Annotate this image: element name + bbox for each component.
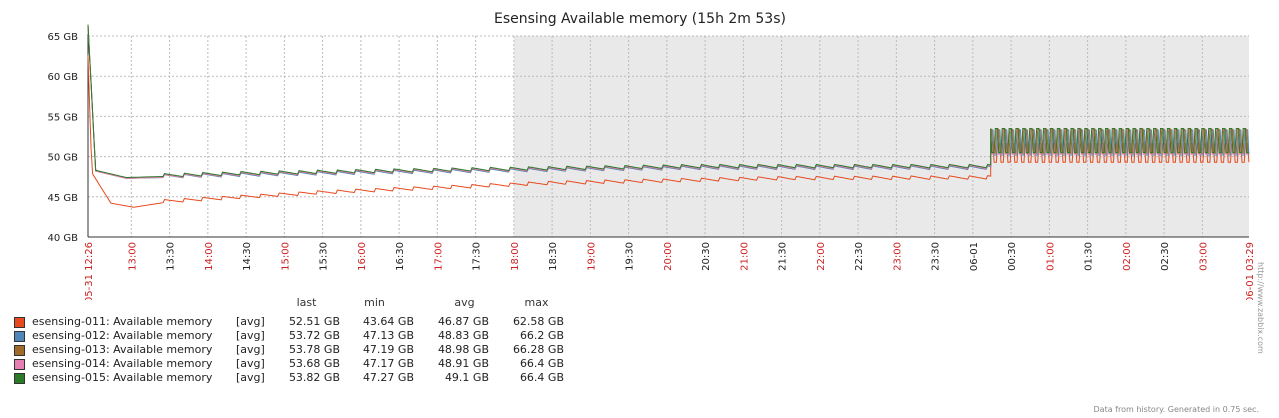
y-tick-label: 50 GB <box>47 153 78 164</box>
x-tick-label: 20:30 <box>701 242 712 271</box>
y-tick-label: 55 GB <box>47 112 78 123</box>
x-tick-label: 06-01 <box>969 242 980 271</box>
x-tick-label: 00:30 <box>1007 242 1018 271</box>
x-tick-label: 23:00 <box>892 242 903 271</box>
y-tick-label: 60 GB <box>47 72 78 83</box>
x-tick-label: 21:00 <box>739 242 750 271</box>
legend-swatch <box>14 317 25 328</box>
chart-title: Esensing Available memory (15h 2m 53s) <box>494 11 786 27</box>
legend-max: 62.58 GB <box>512 315 564 328</box>
legend-avg: 48.91 GB <box>437 357 489 370</box>
x-tick-label: 13:00 <box>127 242 138 271</box>
legend-min: 47.27 GB <box>362 371 414 384</box>
legend-avg: 49.1 GB <box>444 371 489 384</box>
legend-avg: 48.98 GB <box>437 343 489 356</box>
series-line-1 <box>87 55 1250 208</box>
x-tick-label: 01:00 <box>1045 242 1056 271</box>
legend-last: 53.78 GB <box>288 343 340 356</box>
y-tick-label: 45 GB <box>47 193 78 204</box>
x-tick-label: 18:00 <box>510 242 521 271</box>
x-tick-label: 02:30 <box>1160 242 1171 271</box>
legend-avg: 48.83 GB <box>437 329 489 342</box>
x-tick-label: 16:30 <box>395 242 406 271</box>
legend-swatch <box>14 359 25 370</box>
zabbix-url: http://www.zabbix.com <box>1256 262 1265 354</box>
x-tick-label: 21:30 <box>778 242 789 271</box>
x-tick-label: 17:30 <box>472 242 483 271</box>
legend-max: 66.28 GB <box>512 343 564 356</box>
legend-name: esensing-012: Available memory <box>32 329 213 342</box>
x-tick-label: 22:00 <box>816 242 827 271</box>
x-tick-label: 03:00 <box>1198 242 1209 271</box>
x-tick-label: 19:30 <box>625 242 636 271</box>
legend-max: 66.4 GB <box>519 371 564 384</box>
legend-func: [avg] <box>236 315 265 328</box>
series-line-4 <box>87 24 1249 179</box>
y-tick-label: 40 GB <box>47 233 78 244</box>
footer-note: Data from history. Generated in 0.75 sec… <box>1093 405 1259 414</box>
legend-func: [avg] <box>236 371 265 384</box>
legend-name: esensing-015: Available memory <box>32 371 213 384</box>
legend-func: [avg] <box>236 343 265 356</box>
legend-name: esensing-011: Available memory <box>32 315 213 328</box>
legend-name: esensing-014: Available memory <box>32 357 213 370</box>
legend-header-last: last <box>296 296 317 309</box>
x-end-label: 06-01 03:29 <box>1245 242 1256 300</box>
legend-max: 66.4 GB <box>519 357 564 370</box>
plot-area: 40 GB 45 GB 50 GB 55 GB 60 GB 65 GB 13:00 13:30… <box>47 24 1256 300</box>
legend-swatch <box>14 373 25 384</box>
legend-min: 47.19 GB <box>362 343 414 356</box>
legend-row: esensing-014: Available memory [avg] 53.68… <box>14 356 614 370</box>
x-tick-label: 22:30 <box>854 242 865 271</box>
x-tick-label: 17:00 <box>433 242 444 271</box>
legend-last: 52.51 GB <box>288 315 340 328</box>
x-tick-label: 16:00 <box>357 242 368 271</box>
legend-last: 53.72 GB <box>288 329 340 342</box>
legend-swatch <box>14 345 25 356</box>
legend-max: 66.2 GB <box>519 329 564 342</box>
legend-swatch <box>14 331 25 342</box>
y-tick-label: 65 GB <box>47 32 78 43</box>
memory-chart: Esensing Available memory (15h 2m 53s) 4… <box>47 11 1256 300</box>
x-tick-label: 19:00 <box>586 242 597 271</box>
legend-header-max: max <box>524 296 549 309</box>
series-line-2 <box>87 26 1250 179</box>
x-tick-label: 18:30 <box>548 242 559 271</box>
legend-row: esensing-015: Available memory [avg] 53.82… <box>14 370 614 384</box>
legend-func: [avg] <box>236 329 265 342</box>
legend-avg: 46.87 GB <box>437 315 489 328</box>
legend-header-min: min <box>364 296 385 309</box>
x-tick-label: 20:00 <box>663 242 674 271</box>
x-tick-label: 14:30 <box>242 242 253 271</box>
legend-header-avg: avg <box>454 296 475 309</box>
legend-last: 53.82 GB <box>288 371 340 384</box>
legend-last: 53.68 GB <box>288 357 340 370</box>
x-start-label: 05-31 12:26 <box>84 242 95 300</box>
legend-func: [avg] <box>236 357 265 370</box>
legend-row: esensing-013: Available memory [avg] 53.78… <box>14 342 614 356</box>
legend-row: esensing-011: Available memory [avg] 52.51… <box>14 314 614 328</box>
x-tick-label: 15:30 <box>319 242 330 271</box>
legend-min: 47.13 GB <box>362 329 414 342</box>
x-tick-label: 14:00 <box>204 242 215 271</box>
shaded-period <box>513 36 1249 237</box>
legend-min: 43.64 GB <box>362 315 414 328</box>
x-tick-label: 23:30 <box>931 242 942 271</box>
legend-row: esensing-012: Available memory [avg] 53.72… <box>14 328 614 342</box>
x-tick-label: 02:00 <box>1122 242 1133 271</box>
x-tick-label: 15:00 <box>280 242 291 271</box>
legend-min: 47.17 GB <box>362 357 414 370</box>
x-tick-label: 13:30 <box>166 242 177 271</box>
legend-name: esensing-013: Available memory <box>32 343 213 356</box>
series-line-5 <box>87 24 1249 178</box>
x-tick-label: 01:30 <box>1084 242 1095 271</box>
